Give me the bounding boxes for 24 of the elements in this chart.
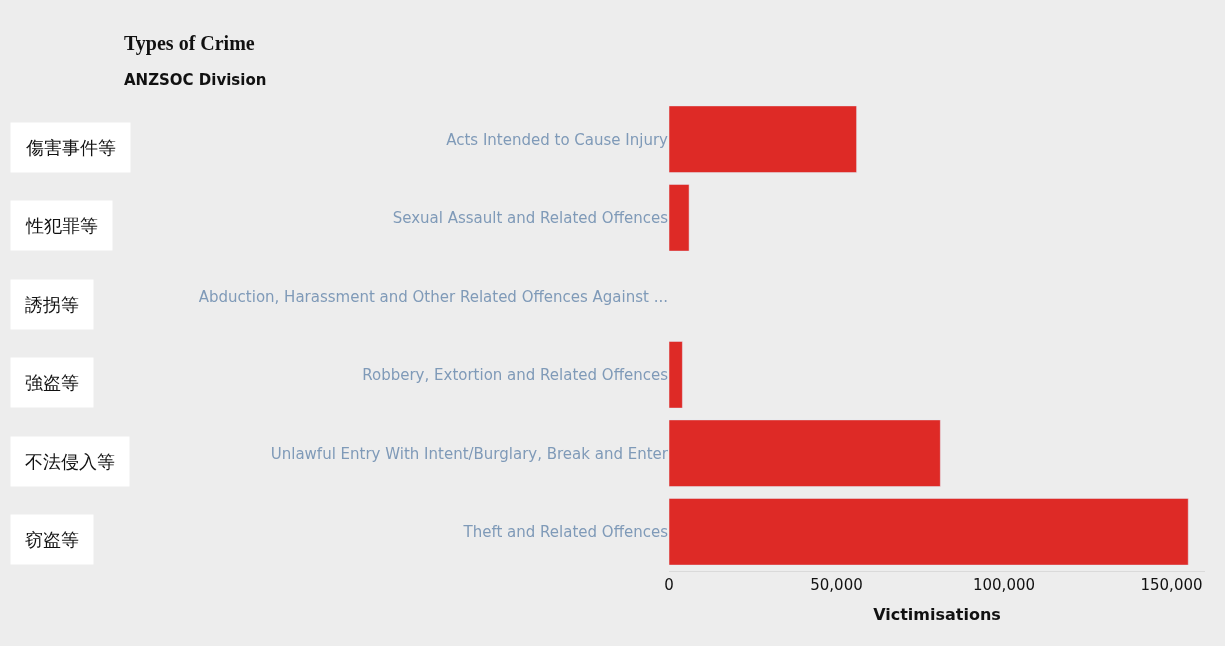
text: 強盗等 [25, 372, 79, 393]
y-tick-label: Theft and Related Offences [462, 523, 669, 541]
bar [669, 419, 941, 487]
x-tick-label: 50,000 [810, 576, 863, 594]
bar [669, 498, 1189, 566]
x-tick-label: 0 [664, 576, 674, 594]
text: ANZSOC Division [124, 71, 267, 89]
bar [669, 184, 690, 252]
text: Types of Crime [124, 32, 255, 55]
y-tick-label: Sexual Assault and Related Offences [392, 209, 669, 227]
x-tick-label: 100,000 [972, 576, 1036, 594]
text: 不法侵入等 [25, 451, 115, 472]
bar [669, 105, 857, 173]
y-tick-label: Abduction, Harassment and Other Related Offences Against ... [198, 287, 668, 306]
y-tick-label: Unlawful Entry With Intent/Burglary, Break and Enter [270, 444, 669, 463]
y-tick-label: Acts Intended to Cause Injury [446, 130, 669, 149]
text: 性犯罪等 [25, 215, 98, 236]
text: 傷害事件等 [25, 137, 116, 158]
text: 誘拐等 [25, 294, 79, 315]
x-axis-title: Victimisations [873, 604, 1001, 624]
y-tick-label: Robbery, Extortion and Related Offences [362, 366, 669, 384]
bar [669, 341, 683, 409]
text: 窃盗等 [25, 529, 79, 550]
x-tick-label: 150,000 [1140, 576, 1203, 594]
